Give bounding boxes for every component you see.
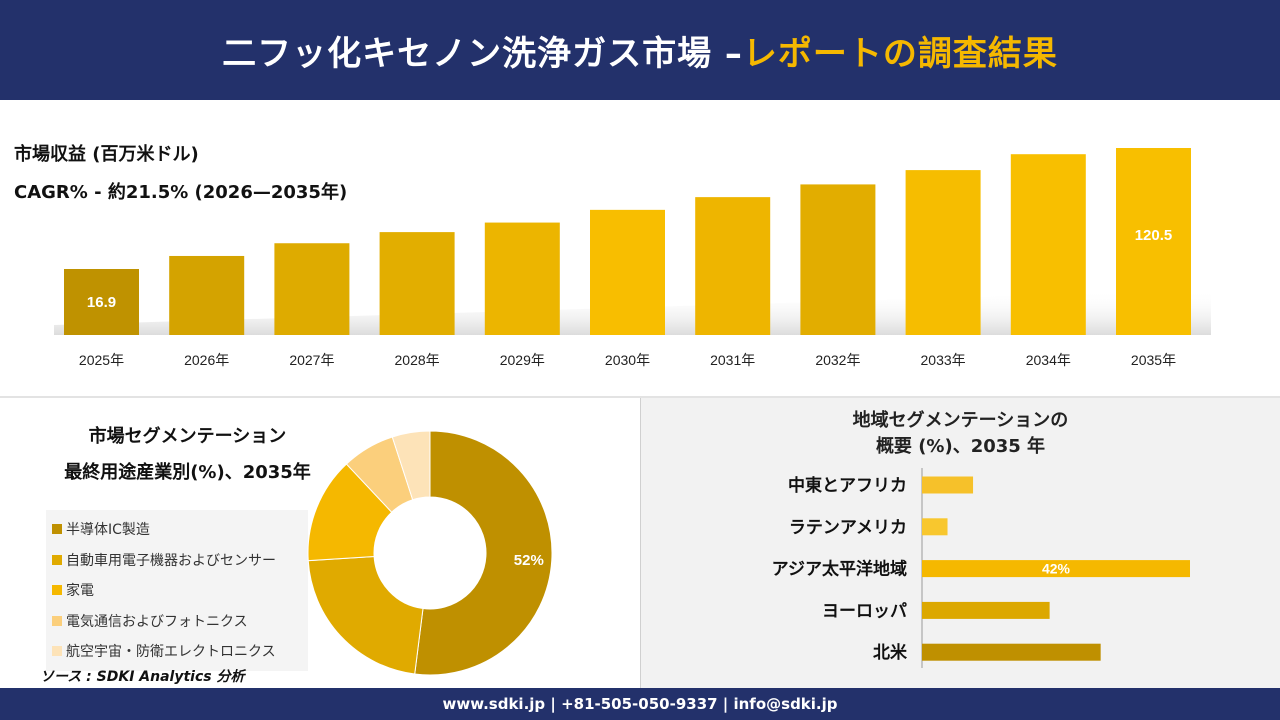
header-banner: 二フッ化キセノン洗浄ガス市場 –レポートの調査結果: [0, 0, 1280, 100]
revenue-data-label: 120.5: [1135, 227, 1173, 244]
revenue-bar: [590, 209, 665, 335]
region-label: アジア太平洋地域: [772, 559, 907, 580]
legend-label: 自動車用電子機器およびセンサー: [66, 552, 276, 569]
segmentation-title: 市場セグメンテーション: [88, 426, 287, 447]
page-title: 二フッ化キセノン洗浄ガス市場 –レポートの調査結果: [222, 26, 1058, 75]
revenue-bar: [1010, 154, 1086, 335]
legend-label: 半導体IC製造: [66, 522, 150, 539]
revenue-bar: [274, 243, 350, 335]
region-label: ラテンアメリカ: [789, 518, 907, 538]
region-label: ヨーロッパ: [822, 601, 907, 621]
legend-item: 航空宇宙・防衛エレクトロニクス: [52, 636, 308, 667]
metric-label: 市場収益 (百万米ドル): [14, 144, 199, 165]
donut-data-label: 52%: [514, 552, 544, 569]
revenue-bar: [1116, 148, 1191, 335]
region-bar: [922, 560, 1190, 578]
legend-item: 半導体IC製造: [52, 514, 308, 545]
region-label: 中東とアフリカ: [788, 475, 907, 496]
year-tick-label: 2032年: [815, 352, 860, 368]
panel-divider: [640, 398, 641, 688]
region-panel: 地域セグメンテーションの 概要 (%)、2035 年 中東とアフリカ ラテンアメリ…: [641, 398, 1280, 688]
revenue-bar: [379, 232, 455, 335]
contact-info: www.sdki.jp | +81-505-050-9337 | info@sd…: [442, 695, 838, 713]
segment-legend: 半導体IC製造自動車用電子機器およびセンサー 家電電気通信およびフォトニクス航空宇…: [46, 510, 308, 671]
year-tick-label: 2025年: [79, 352, 124, 368]
revenue-bar-chart: 2025年 16.9 2026年 2027年 2028年 2029年 2030年 2031年 2…: [54, 148, 1211, 368]
cagr-label: CAGR% - 約21.5% (2026—2035年): [14, 182, 348, 203]
legend-label: 電気通信およびフォトニクス: [66, 613, 248, 630]
region-data-label: 42%: [1042, 561, 1071, 577]
legend-swatch: [52, 585, 62, 596]
year-tick-label: 2034年: [1026, 352, 1071, 368]
region-bar: [922, 476, 974, 494]
segmentation-subtitle: 最終用途産業別(%)、2035年: [64, 462, 311, 483]
year-tick-label: 2027年: [289, 352, 334, 368]
segmentation-panel: 市場セグメンテーション 最終用途産業別(%)、2035年 半導体IC製造自動車用…: [0, 398, 640, 688]
region-title: 地域セグメンテーションの: [852, 410, 1069, 431]
legend-swatch: [52, 646, 62, 657]
year-tick-label: 2033年: [921, 352, 966, 368]
region-subtitle: 概要 (%)、2035 年: [875, 436, 1046, 457]
year-tick-label: 2031年: [710, 352, 755, 368]
segment-donut-chart: 52%: [307, 430, 553, 676]
legend-swatch: [52, 524, 62, 535]
legend-label: 航空宇宙・防衛エレクトロニクス: [66, 644, 276, 661]
donut-slice: [414, 430, 553, 676]
section-divider: [0, 396, 1280, 398]
revenue-bar: [905, 170, 981, 335]
legend-swatch: [52, 554, 62, 565]
revenue-bar: [484, 222, 560, 335]
revenue-data-label: 16.9: [87, 294, 116, 311]
year-tick-label: 2028年: [395, 352, 440, 368]
region-label: 北米: [873, 642, 908, 663]
revenue-bar: [169, 255, 245, 335]
year-tick-label: 2030年: [605, 352, 650, 368]
donut-slice: [391, 430, 431, 501]
donut-slice: [307, 555, 424, 675]
source-note: ソース : SDKI Analytics 分析: [40, 669, 245, 685]
title-accent: レポートの調査結果: [742, 33, 1058, 74]
year-tick-label: 2026年: [184, 352, 229, 368]
footer-banner: www.sdki.jp | +81-505-050-9337 | info@sd…: [0, 688, 1280, 720]
legend-item: 家電: [52, 575, 308, 606]
revenue-bar: [64, 269, 139, 335]
legend-item: 自動車用電子機器およびセンサー: [52, 545, 308, 576]
legend-item: 電気通信およびフォトニクス: [52, 606, 308, 637]
year-tick-label: 2035年: [1131, 352, 1176, 368]
revenue-bar: [695, 197, 771, 335]
legend-swatch: [52, 615, 62, 626]
legend-label: 家電: [66, 583, 94, 600]
revenue-bar: [800, 184, 876, 335]
title-main: 二フッ化キセノン洗浄ガス市場 –: [222, 33, 743, 74]
region-bar: [922, 518, 948, 536]
revenue-panel: 市場収益 (百万米ドル) CAGR% - 約21.5% (2026—2035年)…: [0, 100, 1280, 396]
region-bar: [922, 601, 1050, 619]
region-bar: [922, 643, 1101, 661]
year-tick-label: 2029年: [500, 352, 545, 368]
